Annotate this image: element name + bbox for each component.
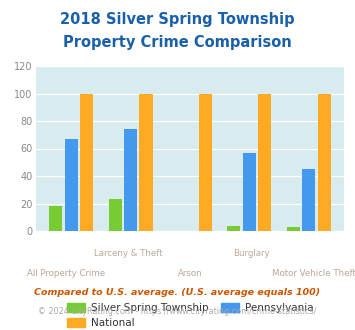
Bar — [80, 93, 93, 231]
Bar — [65, 139, 78, 231]
Bar — [199, 93, 212, 231]
Bar — [258, 93, 271, 231]
Text: Property Crime Comparison: Property Crime Comparison — [63, 35, 292, 50]
Bar — [302, 169, 315, 231]
Text: Larceny & Theft: Larceny & Theft — [94, 249, 163, 258]
Bar — [243, 152, 256, 231]
Text: Arson: Arson — [178, 269, 202, 278]
Text: Compared to U.S. average. (U.S. average equals 100): Compared to U.S. average. (U.S. average … — [34, 287, 321, 297]
Bar — [287, 227, 300, 231]
Text: © 2024 CityRating.com - https://www.cityrating.com/crime-statistics/: © 2024 CityRating.com - https://www.city… — [38, 307, 317, 316]
Bar — [227, 225, 240, 231]
Text: 2018 Silver Spring Township: 2018 Silver Spring Township — [60, 12, 295, 26]
Text: Burglary: Burglary — [233, 249, 270, 258]
Bar — [140, 93, 153, 231]
Bar — [124, 129, 137, 231]
Bar — [109, 199, 122, 231]
Bar — [49, 206, 62, 231]
Text: Motor Vehicle Theft: Motor Vehicle Theft — [272, 269, 355, 278]
Text: All Property Crime: All Property Crime — [27, 269, 105, 278]
Bar — [318, 93, 331, 231]
Legend: Silver Spring Township, National, Pennsylvania: Silver Spring Township, National, Pennsy… — [62, 299, 317, 330]
